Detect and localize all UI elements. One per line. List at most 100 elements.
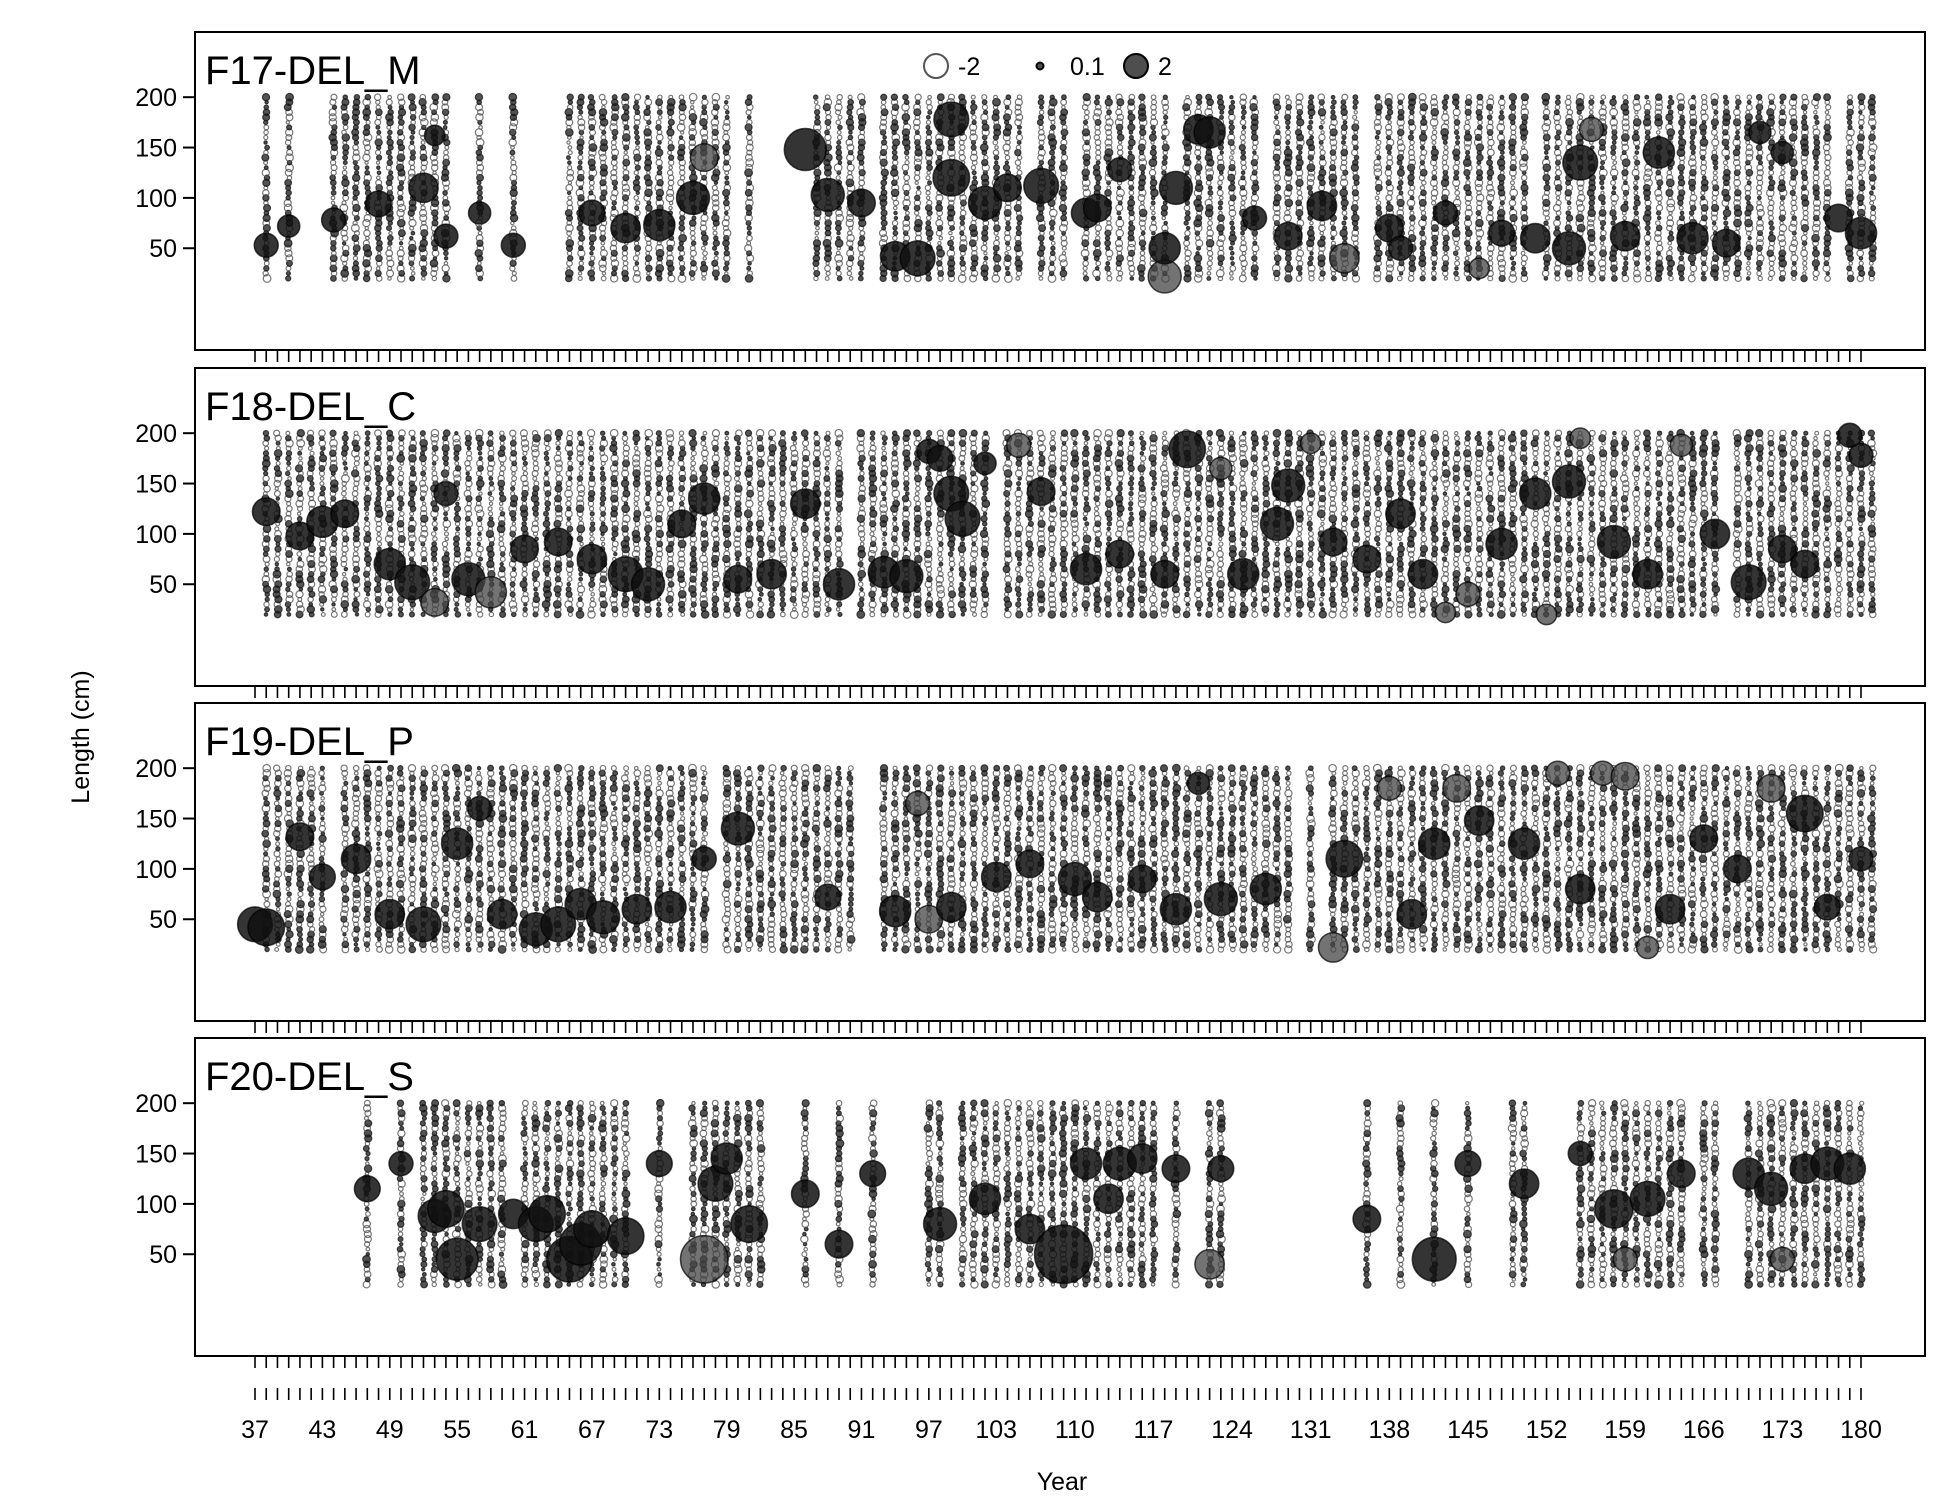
bubble-point xyxy=(1668,230,1674,236)
bubble-point xyxy=(1811,259,1821,268)
bubble-point xyxy=(1082,93,1091,102)
bubble-point xyxy=(294,464,304,473)
bubble-point xyxy=(1038,114,1045,121)
bubble-point xyxy=(893,215,899,221)
bubble-point xyxy=(1846,98,1854,106)
bubble-point xyxy=(634,99,639,105)
bubble-point xyxy=(633,124,640,131)
bubble-highlight xyxy=(642,208,676,242)
bubble-point xyxy=(1094,94,1101,100)
bubble-point xyxy=(1185,225,1191,231)
bubble-point xyxy=(667,118,675,126)
bubble-point xyxy=(1420,189,1427,197)
bubble-point xyxy=(1868,190,1874,196)
bubble-point xyxy=(993,251,998,256)
bubble-point xyxy=(1128,224,1136,232)
bubble-point xyxy=(1352,94,1359,101)
bubble-point xyxy=(1385,134,1392,141)
bubble-point xyxy=(916,185,921,191)
bubble-point xyxy=(1610,220,1616,226)
bubble-point xyxy=(1374,93,1381,101)
bubble-point xyxy=(1520,270,1528,277)
bubble-point xyxy=(342,249,350,257)
bubble-highlight xyxy=(1487,219,1516,247)
bubble-point xyxy=(746,265,752,271)
bubble-point xyxy=(576,224,584,232)
bubble-point xyxy=(330,200,336,206)
bubble-point xyxy=(1127,113,1136,122)
bubble-point xyxy=(645,94,650,100)
bubble-point xyxy=(1195,154,1202,161)
bubble-point xyxy=(284,178,293,187)
bubble-point xyxy=(1486,114,1493,121)
bubble-highlight xyxy=(1147,259,1182,294)
bubble-point xyxy=(1779,99,1785,105)
bubble-point xyxy=(306,605,316,614)
bubble-point xyxy=(1747,235,1752,241)
bubble-point xyxy=(1148,133,1157,142)
bubble-point xyxy=(1734,189,1742,197)
bubble-point xyxy=(1295,265,1303,272)
bubble-point xyxy=(1128,138,1136,147)
bubble-point xyxy=(474,92,484,102)
bubble-point xyxy=(567,150,573,156)
bubble-point xyxy=(598,108,608,117)
bubble-point xyxy=(700,234,709,243)
bubble-point xyxy=(589,251,594,256)
bubble-highlight xyxy=(933,101,970,138)
bubble-point xyxy=(577,93,585,101)
bubble-point xyxy=(286,124,293,131)
bubble-point xyxy=(1138,93,1146,101)
bubble-point xyxy=(633,129,640,136)
bubble-point xyxy=(814,114,821,121)
bubble-point xyxy=(590,266,595,271)
bubble-point xyxy=(1722,94,1728,100)
bubble-point xyxy=(262,194,270,202)
bubble-point xyxy=(1599,99,1605,105)
bubble-point xyxy=(1217,144,1225,151)
bubble-point xyxy=(1162,154,1168,161)
bubble-point xyxy=(1724,205,1730,211)
bubble-point xyxy=(328,113,337,122)
bubble-point xyxy=(577,160,583,166)
bubble-point xyxy=(285,133,293,141)
bubble-point xyxy=(396,218,406,228)
bubble-point xyxy=(1665,188,1674,197)
bubble-point xyxy=(1499,154,1505,161)
bubble-point xyxy=(959,214,966,222)
bubble-point xyxy=(1745,203,1754,213)
bubble-point xyxy=(1419,144,1426,151)
bubble-point xyxy=(264,144,271,151)
bubble-point xyxy=(891,118,899,126)
bubble-point xyxy=(599,179,607,187)
bubble-point xyxy=(668,154,675,161)
bubble-point xyxy=(441,103,450,112)
bubble-point xyxy=(623,124,630,131)
bubble-point xyxy=(285,195,291,201)
bubble-point xyxy=(1217,200,1224,206)
bubble-point xyxy=(341,244,350,253)
bubble-point xyxy=(566,93,574,101)
bubble-point xyxy=(1666,104,1672,110)
bubble-point xyxy=(587,93,595,101)
bubble-point xyxy=(893,210,898,216)
bubble-point xyxy=(341,189,349,197)
bubble-point xyxy=(364,169,371,176)
bubble-point xyxy=(309,480,315,487)
bubble-point xyxy=(1342,225,1348,231)
bubble-point xyxy=(274,561,280,567)
bubble-point xyxy=(1229,255,1235,261)
bubble-point xyxy=(375,104,381,110)
bubble-point xyxy=(634,109,641,116)
bubble-point xyxy=(443,261,449,266)
bubble-point xyxy=(1104,98,1113,107)
bubble-point xyxy=(397,203,407,213)
bubble-point xyxy=(1800,119,1808,126)
bubble-point xyxy=(510,199,517,206)
bubble-point xyxy=(813,109,821,116)
bubble-point xyxy=(891,149,898,156)
bubble-point xyxy=(1250,133,1259,142)
bubble-point xyxy=(567,145,573,150)
bubble-point xyxy=(565,238,575,248)
bubble-point xyxy=(1543,220,1549,226)
